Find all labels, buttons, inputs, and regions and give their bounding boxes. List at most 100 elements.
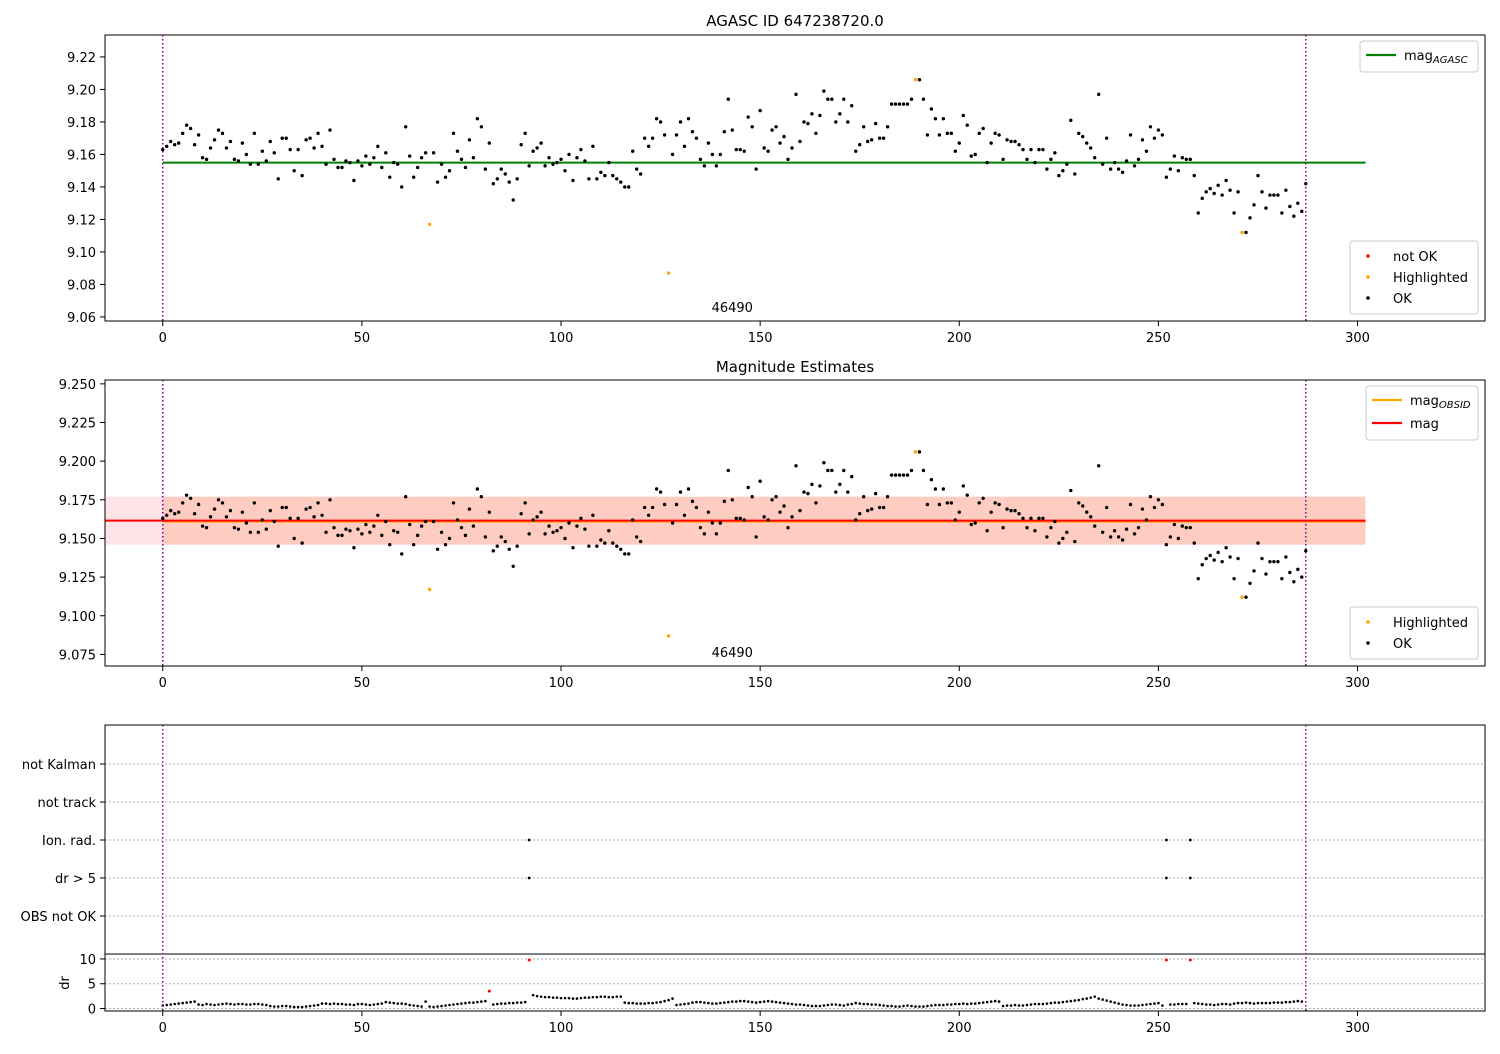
ok-point: [1232, 211, 1236, 215]
ok-point: [810, 482, 814, 487]
highlighted-point: [1240, 230, 1244, 235]
ok-point: [945, 501, 950, 505]
ok-point: [850, 474, 854, 479]
ok-point: [180, 501, 185, 505]
dr-point: [679, 1003, 682, 1006]
ok-point: [1168, 535, 1173, 539]
dr-point: [416, 1004, 419, 1008]
dr-point: [436, 1005, 439, 1008]
dr-point: [794, 1003, 798, 1006]
dr-point: [320, 1002, 324, 1005]
ok-point: [774, 125, 778, 129]
dr-point: [707, 1001, 710, 1005]
ok-point: [1092, 524, 1097, 528]
dr-point: [253, 1002, 256, 1006]
ok-point: [527, 532, 531, 536]
dr-point: [814, 1004, 818, 1008]
dr-axis-label: dr: [58, 976, 73, 990]
ok-point: [690, 129, 695, 134]
ok-point: [304, 507, 308, 511]
ok-point: [1180, 155, 1185, 160]
dr-point: [280, 1004, 284, 1008]
ok-point: [674, 502, 679, 507]
agasc-xtick-label: 50: [354, 331, 371, 346]
flag-point: [1164, 838, 1168, 842]
ok-point: [487, 141, 492, 145]
ok-point: [858, 142, 862, 147]
dr-point: [954, 1002, 957, 1006]
ok-point: [1128, 502, 1133, 507]
agasc-panel: AGASC ID 647238720.0 0 50 100 150 200 250 300 9…: [67, 12, 1486, 346]
dr-point: [284, 1004, 288, 1008]
ok-point: [587, 177, 591, 181]
ok-point: [953, 518, 958, 522]
ok-point: [1140, 507, 1145, 511]
highlighted-point: [427, 587, 432, 592]
ok-point: [184, 493, 189, 497]
dr-point: [495, 1002, 499, 1006]
dr-point: [591, 995, 595, 999]
ok-point: [961, 113, 965, 118]
ok-point: [467, 507, 472, 511]
dr-point: [484, 999, 487, 1003]
legend-marker-swatch: [1366, 254, 1370, 258]
dr-point: [412, 1004, 415, 1007]
dr-point: [169, 1003, 173, 1006]
dr-point: [1240, 1001, 1244, 1005]
ok-point: [479, 125, 484, 129]
ok-point: [1128, 133, 1133, 137]
legend-marker-swatch: [1366, 620, 1370, 624]
ok-point: [969, 154, 973, 158]
dr-point: [177, 1002, 180, 1005]
magnitude-ytick-label: 9.250: [59, 378, 96, 393]
dr-point: [1296, 999, 1300, 1003]
ok-point: [396, 530, 400, 534]
ok-point: [1164, 542, 1169, 547]
ok-point: [1252, 569, 1256, 573]
dr-point: [1228, 1003, 1232, 1006]
dr-point: [257, 1002, 260, 1006]
ok-point: [300, 173, 304, 178]
ok-point: [1236, 190, 1240, 194]
ok-point: [738, 516, 742, 521]
ok-point: [877, 505, 882, 510]
ok-point: [467, 138, 472, 142]
ok-point: [682, 513, 687, 517]
ok-point: [595, 177, 599, 181]
ok-point: [921, 468, 926, 473]
magnitude-ytick-label: 9.175: [59, 494, 96, 509]
ok-point: [1001, 525, 1005, 530]
dr-point: [1276, 1001, 1280, 1004]
ok-point: [1160, 502, 1165, 507]
magnitude-panel-frame: [104, 379, 1486, 667]
ok-point: [858, 512, 862, 516]
dr-point: [272, 1005, 276, 1008]
ok-point: [957, 141, 961, 145]
ok-point: [471, 155, 476, 160]
ok-point: [579, 516, 583, 521]
ok-point: [782, 504, 786, 508]
dr-point: [1268, 1001, 1272, 1005]
ok-point: [762, 515, 766, 519]
ok-point: [176, 510, 181, 514]
ok-point: [491, 549, 496, 553]
ok-point: [523, 131, 527, 136]
legend-box: [1359, 40, 1479, 73]
agasc-xtick-label: 300: [1345, 331, 1370, 346]
dr-point: [1173, 1003, 1176, 1006]
ok-point: [1100, 530, 1105, 534]
ok-point: [547, 155, 551, 160]
ok-point: [782, 134, 786, 139]
agasc-marker-legend: not OK Highlighted OK: [1349, 240, 1479, 315]
dr-point: [197, 1003, 200, 1006]
dr-point: [328, 1002, 332, 1006]
ok-point: [228, 508, 233, 513]
dr-point: [1216, 1003, 1220, 1006]
ok-point: [1200, 196, 1204, 201]
ok-point: [1252, 203, 1256, 207]
dr-point: [233, 1003, 236, 1006]
ok-point: [997, 133, 1001, 137]
ok-point: [1244, 595, 1248, 599]
ok-point: [579, 147, 583, 152]
ok-point: [1001, 157, 1005, 162]
